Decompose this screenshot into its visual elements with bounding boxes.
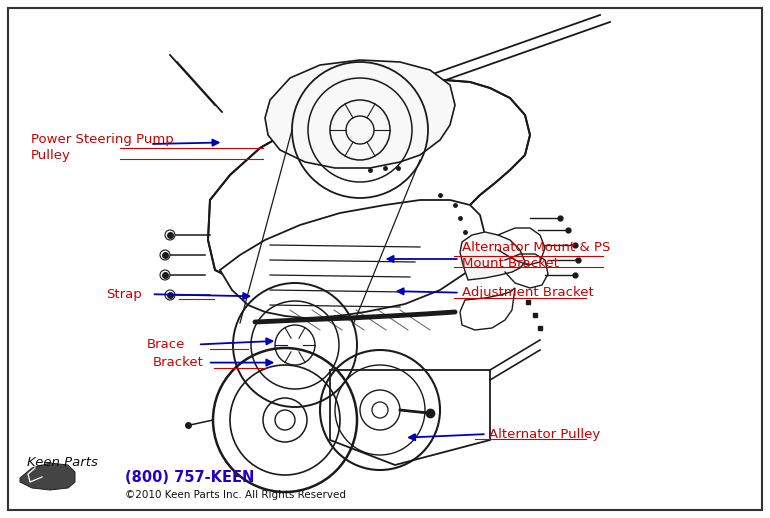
Circle shape xyxy=(160,250,170,260)
Polygon shape xyxy=(265,60,455,168)
Polygon shape xyxy=(330,370,490,465)
Text: Bracket: Bracket xyxy=(152,356,203,369)
Text: Strap: Strap xyxy=(106,287,142,301)
Polygon shape xyxy=(460,232,525,280)
Text: Adjustment Bracket: Adjustment Bracket xyxy=(462,286,594,299)
Circle shape xyxy=(160,270,170,280)
Text: Alternator Mount & PS
Mount Bracket: Alternator Mount & PS Mount Bracket xyxy=(462,241,611,270)
Text: (800) 757-KEEN: (800) 757-KEEN xyxy=(125,470,254,485)
Circle shape xyxy=(165,230,175,240)
Text: Alternator Pulley: Alternator Pulley xyxy=(489,427,600,441)
Polygon shape xyxy=(208,80,530,287)
Polygon shape xyxy=(220,200,485,318)
Text: Brace: Brace xyxy=(146,338,185,351)
Polygon shape xyxy=(460,288,515,330)
Circle shape xyxy=(165,290,175,300)
Text: Power Steering Pump
Pulley: Power Steering Pump Pulley xyxy=(31,133,173,162)
Polygon shape xyxy=(20,463,75,490)
Text: Keen Parts: Keen Parts xyxy=(26,455,98,468)
Text: ©2010 Keen Parts Inc. All Rights Reserved: ©2010 Keen Parts Inc. All Rights Reserve… xyxy=(125,490,346,500)
